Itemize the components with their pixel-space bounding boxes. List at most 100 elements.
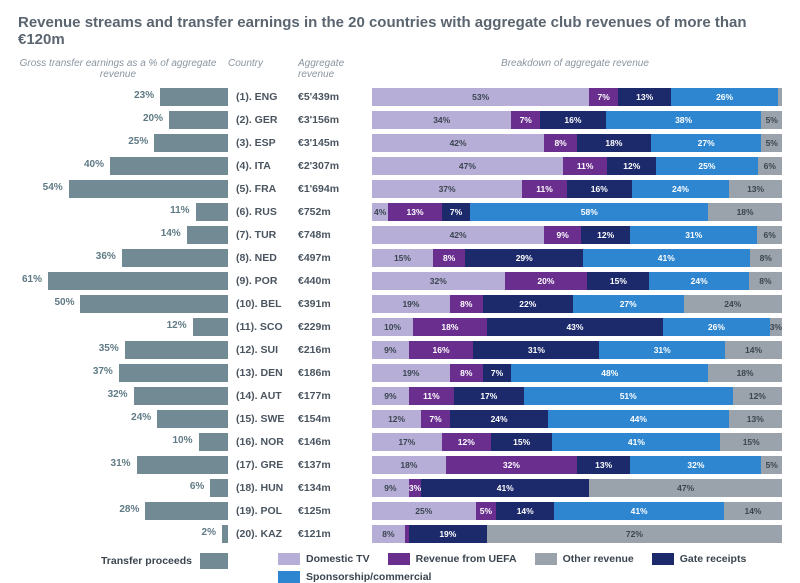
segment-uefa: 20% — [505, 272, 588, 290]
legend-item: Domestic TV — [278, 553, 370, 565]
aggregate-revenue: €125m — [298, 505, 368, 517]
table-row: 54%(5). FRA€1'694m37%11%16%24%13% — [18, 178, 782, 200]
country-label: (5). FRA — [228, 183, 298, 195]
breakdown-bar: 18%32%13%32%5% — [372, 456, 782, 474]
table-row: 2%(20). KAZ€121m8%19%72% — [18, 523, 782, 545]
segment-uefa: 5% — [476, 502, 497, 520]
transfer-bar-cell: 11% — [18, 203, 228, 221]
segment-other: 14% — [725, 341, 782, 359]
segment-domestic_tv: 53% — [372, 88, 589, 106]
segment-domestic_tv: 10% — [372, 318, 413, 336]
segment-sponsor: 41% — [554, 502, 724, 520]
transfer-pct-label: 24% — [131, 412, 151, 423]
segment-gate: 16% — [567, 180, 632, 198]
transfer-bar — [157, 410, 228, 428]
transfer-pct-label: 20% — [143, 113, 163, 124]
table-row: 32%(14). AUT€177m9%11%17%51%12% — [18, 385, 782, 407]
aggregate-revenue: €3'145m — [298, 137, 368, 149]
breakdown-bar: 25%5%14%41%14% — [372, 502, 782, 520]
transfer-pct-label: 36% — [96, 251, 116, 262]
aggregate-revenue: €391m — [298, 298, 368, 310]
segment-domestic_tv: 8% — [372, 525, 405, 543]
breakdown-bar: 17%12%15%41%15% — [372, 433, 782, 451]
country-label: (1). ENG — [228, 91, 298, 103]
segment-gate: 24% — [450, 410, 548, 428]
segment-uefa: 3% — [409, 479, 421, 497]
legend-item: Sponsorship/commercial — [278, 571, 431, 583]
transfer-bar — [193, 318, 228, 336]
transfer-pct-label: 14% — [161, 228, 181, 239]
breakdown-bar: 9%3%41%47% — [372, 479, 782, 497]
segment-uefa: 11% — [522, 180, 567, 198]
transfer-pct-label: 2% — [202, 527, 216, 538]
transfer-bar-cell: 50% — [18, 295, 228, 313]
breakdown-bar: 19%8%7%48%18% — [372, 364, 782, 382]
aggregate-revenue: €497m — [298, 252, 368, 264]
transfer-bar — [169, 111, 228, 129]
transfer-bar — [210, 479, 228, 497]
table-row: 20%(2). GER€3'156m34%7%16%38%5% — [18, 109, 782, 131]
segment-gate: 16% — [540, 111, 606, 129]
segment-domestic_tv: 34% — [372, 111, 511, 129]
aggregate-revenue: €177m — [298, 390, 368, 402]
aggregate-revenue: €121m — [298, 528, 368, 540]
transfer-bar-cell: 25% — [18, 134, 228, 152]
transfer-bar — [134, 387, 228, 405]
country-label: (10). BEL — [228, 298, 298, 310]
breakdown-bar: 9%16%31%31%14% — [372, 341, 782, 359]
segment-uefa: 7% — [421, 410, 450, 428]
country-label: (13). DEN — [228, 367, 298, 379]
breakdown-bar: 8%19%72% — [372, 525, 782, 543]
transfer-bar-cell: 61% — [18, 272, 228, 290]
segment-gate: 43% — [487, 318, 663, 336]
country-label: (17). GRE — [228, 459, 298, 471]
segment-other: 5% — [761, 456, 782, 474]
breakdown-bar: 37%11%16%24%13% — [372, 180, 782, 198]
transfer-bar — [137, 456, 228, 474]
transfer-pct-label: 23% — [134, 90, 154, 101]
transfer-bar-cell: 20% — [18, 111, 228, 129]
transfer-bar-cell: 28% — [18, 502, 228, 520]
legend-transfer: Transfer proceeds — [18, 553, 228, 569]
segment-other: 6% — [758, 157, 782, 175]
breakdown-bar: 34%7%16%38%5% — [372, 111, 782, 129]
segment-other: 15% — [720, 433, 782, 451]
breakdown-bar: 12%7%24%44%13% — [372, 410, 782, 428]
segment-uefa: 18% — [413, 318, 487, 336]
table-row: 50%(10). BEL€391m19%8%22%27%24% — [18, 293, 782, 315]
segment-other: 6% — [757, 226, 782, 244]
segment-gate: 17% — [454, 387, 524, 405]
segment-domestic_tv: 4% — [372, 203, 388, 221]
legend-swatch — [535, 553, 557, 565]
table-row: 37%(13). DEN€186m 19%8%7%48%18% — [18, 362, 782, 384]
segment-gate: 12% — [581, 226, 630, 244]
breakdown-bar: 4%13%7%58%18% — [372, 203, 782, 221]
segment-gate: 13% — [618, 88, 671, 106]
aggregate-revenue: €134m — [298, 482, 368, 494]
country-label: (4). ITA — [228, 160, 298, 172]
table-row: 14%(7). TUR€748m42%9%12%31%6% — [18, 224, 782, 246]
breakdown-bar: 10%18%43%26%3% — [372, 318, 782, 336]
transfer-pct-label: 6% — [190, 481, 204, 492]
transfer-pct-label: 61% — [22, 274, 42, 285]
country-label: (16). NOR — [228, 436, 298, 448]
segment-other: 18% — [708, 203, 782, 221]
segment-gate: 18% — [577, 134, 651, 152]
table-row: 23%(1). ENG€5'439m53%7%13%26% — [18, 86, 782, 108]
segment-domestic_tv: 12% — [372, 410, 421, 428]
transfer-bar-cell: 37% — [18, 364, 228, 382]
segment-uefa: 32% — [446, 456, 577, 474]
segment-sponsor: 26% — [663, 318, 770, 336]
transfer-bar-cell: 10% — [18, 433, 228, 451]
aggregate-revenue: €186m — [298, 367, 368, 379]
country-label: (12). SUI — [228, 344, 298, 356]
segment-sponsor: 24% — [649, 272, 748, 290]
segment-sponsor: 51% — [524, 387, 733, 405]
segment-uefa: 7% — [511, 111, 540, 129]
segment-domestic_tv: 9% — [372, 387, 409, 405]
segment-other: 8% — [749, 272, 782, 290]
aggregate-revenue: €3'156m — [298, 114, 368, 126]
transfer-bar-cell: 40% — [18, 157, 228, 175]
table-row: 35%(12). SUI€216m9%16%31%31%14% — [18, 339, 782, 361]
chart-title: Revenue streams and transfer earnings in… — [18, 14, 782, 48]
